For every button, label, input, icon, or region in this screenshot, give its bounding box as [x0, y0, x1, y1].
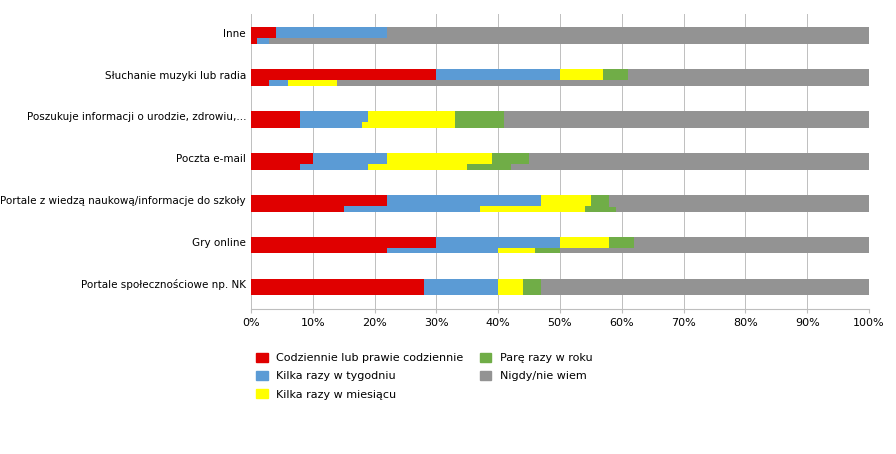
Bar	[504, 111, 869, 123]
Bar	[436, 237, 560, 249]
Bar	[288, 80, 338, 86]
Bar	[523, 279, 541, 291]
Bar	[541, 290, 869, 295]
Bar	[560, 237, 609, 249]
Bar	[529, 153, 869, 166]
Bar	[498, 279, 523, 291]
Bar	[591, 195, 609, 207]
Legend: Codziennie lub prawie codziennie, Kilka razy w tygodniu, Kilka razy w miesiącu, : Codziennie lub prawie codziennie, Kilka …	[256, 353, 593, 400]
Bar	[560, 69, 603, 82]
Bar	[455, 111, 504, 123]
Bar	[479, 206, 585, 212]
Bar	[300, 111, 368, 123]
Bar	[251, 247, 387, 253]
Bar	[424, 290, 498, 295]
Bar	[251, 80, 270, 86]
Bar	[338, 80, 869, 86]
Bar	[468, 164, 511, 170]
Bar	[270, 38, 869, 44]
Bar	[387, 153, 492, 166]
Bar	[436, 69, 560, 82]
Bar	[251, 153, 313, 166]
Bar	[251, 279, 424, 291]
Bar	[492, 153, 529, 166]
Bar	[251, 237, 436, 249]
Bar	[504, 122, 869, 128]
Bar	[300, 164, 368, 170]
Bar	[251, 69, 436, 82]
Bar	[251, 122, 300, 128]
Bar	[541, 195, 591, 207]
Bar	[616, 206, 869, 212]
Bar	[535, 247, 560, 253]
Bar	[276, 27, 387, 40]
Bar	[498, 247, 535, 253]
Bar	[270, 80, 288, 86]
Bar	[387, 195, 541, 207]
Bar	[455, 122, 504, 128]
Bar	[609, 237, 634, 249]
Bar	[511, 164, 869, 170]
Bar	[603, 69, 628, 82]
Bar	[387, 27, 869, 40]
Bar	[541, 279, 869, 291]
Bar	[344, 206, 479, 212]
Bar	[628, 69, 869, 82]
Bar	[251, 111, 300, 123]
Bar	[368, 111, 455, 123]
Bar	[251, 27, 276, 40]
Bar	[362, 122, 455, 128]
Bar	[300, 122, 362, 128]
Bar	[634, 237, 869, 249]
Bar	[387, 247, 498, 253]
Bar	[368, 164, 468, 170]
Bar	[498, 290, 523, 295]
Bar	[609, 195, 869, 207]
Bar	[585, 206, 616, 212]
Bar	[251, 164, 300, 170]
Bar	[523, 290, 541, 295]
Bar	[251, 206, 344, 212]
Bar	[313, 153, 387, 166]
Bar	[251, 38, 257, 44]
Bar	[424, 279, 498, 291]
Bar	[251, 195, 387, 207]
Bar	[560, 247, 869, 253]
Bar	[251, 290, 424, 295]
Bar	[257, 38, 270, 44]
